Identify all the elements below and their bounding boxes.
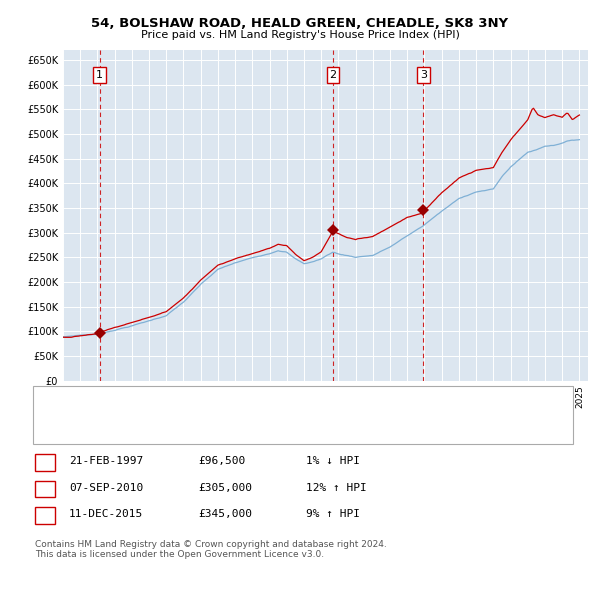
Text: 54, BOLSHAW ROAD, HEALD GREEN, CHEADLE, SK8 3NY: 54, BOLSHAW ROAD, HEALD GREEN, CHEADLE, … — [91, 17, 509, 30]
Text: 9% ↑ HPI: 9% ↑ HPI — [306, 510, 360, 519]
Text: 2: 2 — [329, 70, 337, 80]
Text: 3: 3 — [41, 510, 48, 519]
Text: 11-DEC-2015: 11-DEC-2015 — [69, 510, 143, 519]
Text: 1: 1 — [41, 457, 48, 466]
Text: Contains HM Land Registry data © Crown copyright and database right 2024.
This d: Contains HM Land Registry data © Crown c… — [35, 540, 386, 559]
Text: £345,000: £345,000 — [198, 510, 252, 519]
Text: 1% ↓ HPI: 1% ↓ HPI — [306, 457, 360, 466]
Text: Price paid vs. HM Land Registry's House Price Index (HPI): Price paid vs. HM Land Registry's House … — [140, 30, 460, 40]
Text: £96,500: £96,500 — [198, 457, 245, 466]
Text: 21-FEB-1997: 21-FEB-1997 — [69, 457, 143, 466]
Text: 2: 2 — [41, 483, 48, 493]
Text: HPI: Average price, detached house, Stockport: HPI: Average price, detached house, Stoc… — [69, 409, 313, 419]
Text: 07-SEP-2010: 07-SEP-2010 — [69, 483, 143, 493]
Text: ——: —— — [45, 391, 73, 405]
Text: 1: 1 — [96, 70, 103, 80]
Text: £305,000: £305,000 — [198, 483, 252, 493]
Text: ——: —— — [45, 407, 73, 421]
Text: 3: 3 — [420, 70, 427, 80]
Text: 54, BOLSHAW ROAD, HEALD GREEN, CHEADLE, SK8 3NY (detached house): 54, BOLSHAW ROAD, HEALD GREEN, CHEADLE, … — [69, 394, 457, 403]
Text: 12% ↑ HPI: 12% ↑ HPI — [306, 483, 367, 493]
